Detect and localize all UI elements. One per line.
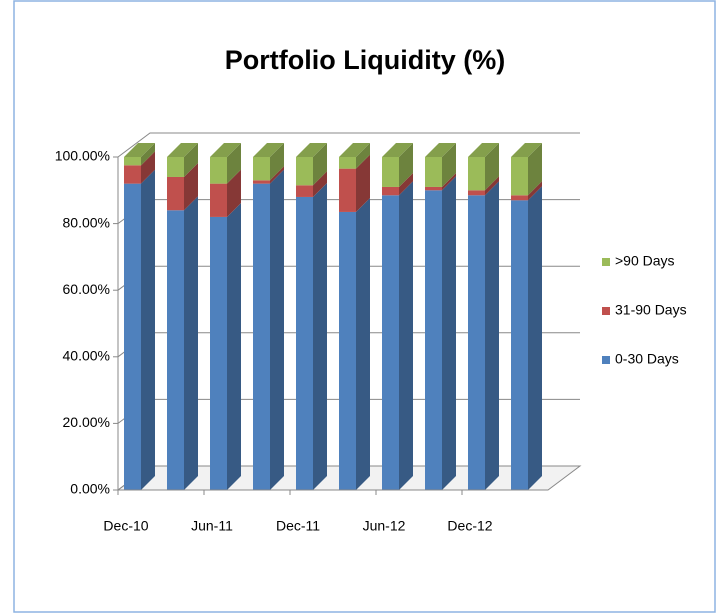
x-tick-label: Dec-12: [447, 518, 492, 534]
bar-segment: [253, 180, 270, 184]
bar-side: [313, 171, 327, 197]
bar-side: [485, 181, 499, 491]
bar-segment: [382, 157, 399, 187]
x-tick-label: Dec-11: [276, 518, 320, 534]
bar-top: [296, 143, 327, 157]
bar-segment: [511, 157, 528, 196]
legend-swatch: [602, 307, 610, 315]
bar-side: [485, 143, 499, 191]
x-tick-label: Jun-12: [363, 518, 406, 534]
x-tick-label: Dec-10: [103, 518, 148, 534]
bar-segment: [425, 190, 442, 491]
bar-side: [184, 143, 198, 177]
bar-segment: [210, 157, 227, 184]
legend-swatch: [602, 258, 610, 266]
bar-segment: [253, 157, 270, 181]
grid-line: [117, 132, 580, 158]
bar-segment: [468, 195, 485, 491]
bar-side: [356, 197, 370, 490]
bar-segment: [296, 157, 313, 186]
bar-segment: [167, 176, 184, 211]
chart-title: Portfolio Liquidity (%): [225, 45, 505, 75]
bar-segment: [382, 195, 399, 491]
bar-side: [227, 169, 241, 217]
bar-side: [313, 182, 327, 490]
bar-side: [442, 143, 456, 187]
bar-side: [141, 151, 155, 184]
bar-segment: [511, 195, 528, 201]
bar-segment: [124, 183, 141, 490]
bar-side: [270, 166, 284, 184]
bar-segment: [253, 183, 270, 490]
bar-side: [399, 181, 413, 491]
bar-side: [399, 172, 413, 196]
bar-side: [399, 143, 413, 187]
bar-top: [124, 143, 155, 157]
bar-top: [425, 143, 456, 157]
legend-label: 31-90 Days: [615, 302, 687, 318]
bar-segment: [296, 196, 313, 490]
bar-segment: [124, 165, 141, 184]
bar-segment: [296, 185, 313, 197]
bar-top: [468, 143, 499, 157]
bar-side: [227, 143, 241, 184]
bar-segment: [425, 186, 442, 191]
bar-top: [210, 143, 241, 157]
bar-segment: [124, 157, 141, 166]
legend-label: >90 Days: [615, 253, 675, 269]
bar-side: [356, 154, 370, 212]
bar-segment: [339, 157, 356, 169]
bar-top: [253, 143, 284, 157]
x-tick-label: Jun-11: [191, 518, 233, 534]
bar-segment: [339, 211, 356, 490]
bar-side: [270, 169, 284, 490]
bar-segment: [425, 157, 442, 187]
bar-top: [511, 143, 542, 157]
bar-side: [270, 143, 284, 181]
bar-side: [356, 143, 370, 169]
bar-segment: [468, 190, 485, 196]
bar-side: [528, 186, 542, 491]
bar-segment: [167, 157, 184, 177]
legend-swatch: [602, 356, 610, 364]
y-tick-label: 100.00%: [55, 148, 110, 164]
bar-side: [313, 143, 327, 186]
bar-side: [528, 181, 542, 201]
bar-segment: [167, 210, 184, 490]
y-tick-label: 80.00%: [63, 214, 110, 230]
bar-side: [184, 162, 198, 211]
bar-segment: [210, 216, 227, 490]
bar-side: [485, 176, 499, 196]
bar-top: [167, 143, 198, 157]
bar-segment: [382, 186, 399, 196]
y-tick-label: 40.00%: [63, 348, 110, 364]
bar-segment: [511, 200, 528, 491]
y-tick-label: 60.00%: [63, 281, 110, 297]
bar-side: [442, 176, 456, 491]
bar-segment: [210, 183, 227, 217]
bar-top: [382, 143, 413, 157]
bar-segment: [339, 168, 356, 212]
bar-side: [184, 196, 198, 490]
y-tick-label: 0.00%: [70, 481, 110, 497]
y-tick-label: 20.00%: [63, 414, 110, 430]
bar-side: [141, 169, 155, 490]
bar-segment: [468, 157, 485, 191]
bar-side: [442, 172, 456, 191]
bar-side: [141, 143, 155, 166]
legend-label: 0-30 Days: [615, 351, 679, 367]
bar-side: [528, 143, 542, 196]
bar-side: [227, 202, 241, 490]
bar-top: [339, 143, 370, 157]
